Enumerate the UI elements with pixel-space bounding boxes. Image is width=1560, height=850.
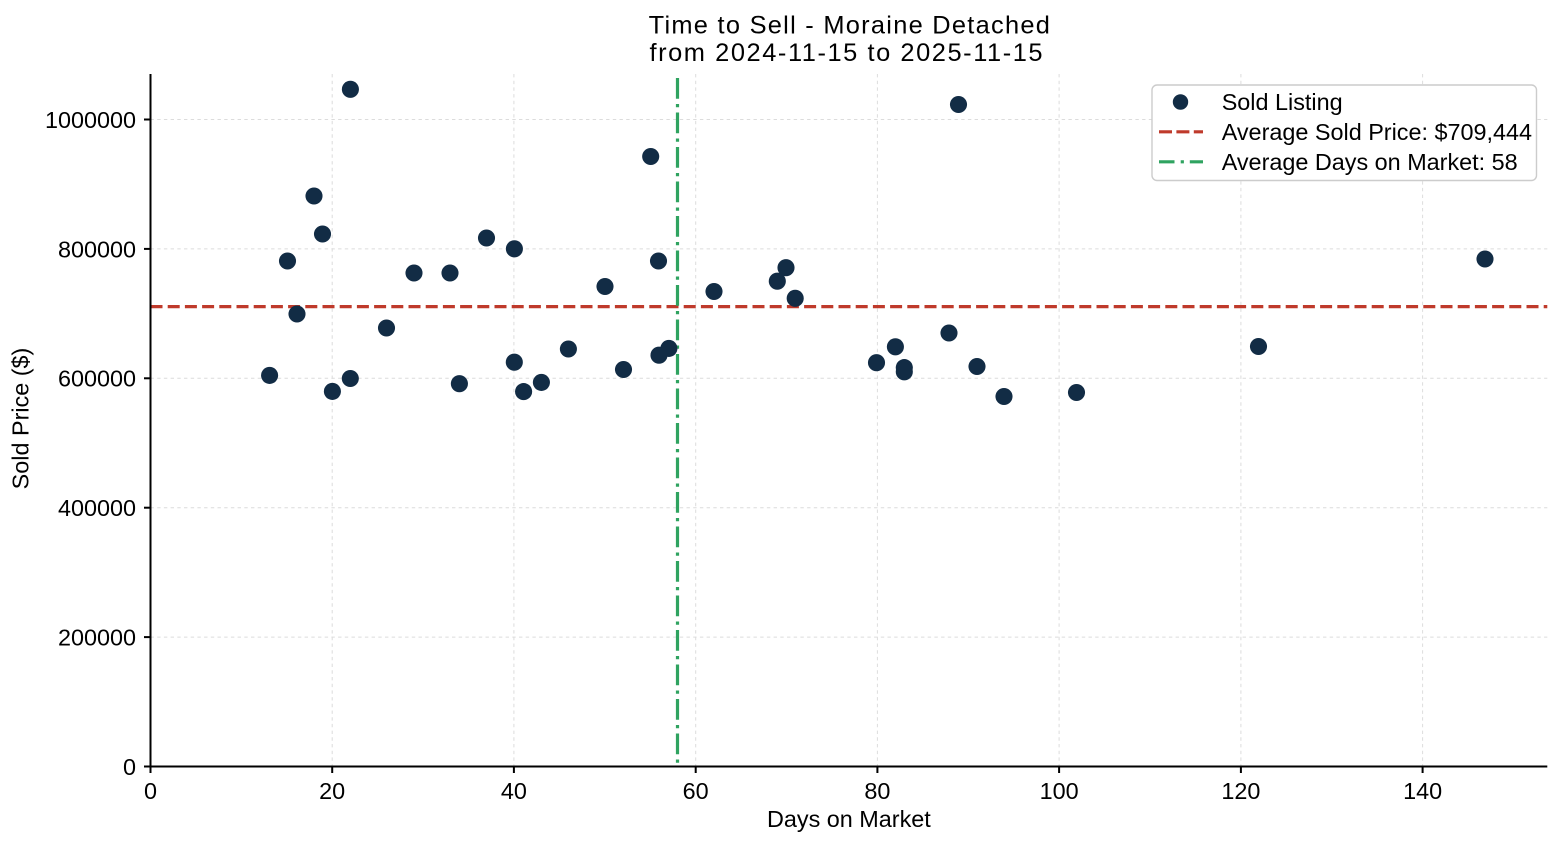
svg-text:40: 40 xyxy=(501,778,527,804)
svg-text:Average Days on Market: 58: Average Days on Market: 58 xyxy=(1222,149,1518,175)
svg-text:400000: 400000 xyxy=(58,495,136,521)
svg-text:1000000: 1000000 xyxy=(45,107,136,133)
svg-text:0: 0 xyxy=(144,778,157,804)
svg-text:from 2024-11-15 to 2025-11-15: from 2024-11-15 to 2025-11-15 xyxy=(649,39,1044,67)
svg-text:Sold Listing: Sold Listing xyxy=(1222,89,1343,115)
svg-text:140: 140 xyxy=(1403,778,1442,804)
svg-text:Time to Sell - Moraine Detache: Time to Sell - Moraine Detached xyxy=(649,12,1052,40)
svg-text:100: 100 xyxy=(1040,778,1079,804)
svg-text:0: 0 xyxy=(123,754,136,780)
svg-text:120: 120 xyxy=(1221,778,1260,804)
svg-text:Sold Price ($): Sold Price ($) xyxy=(8,348,34,490)
svg-text:800000: 800000 xyxy=(58,236,136,262)
svg-text:80: 80 xyxy=(864,778,890,804)
svg-text:20: 20 xyxy=(319,778,345,804)
svg-text:200000: 200000 xyxy=(58,625,136,651)
svg-text:60: 60 xyxy=(683,778,709,804)
svg-text:Days on Market: Days on Market xyxy=(767,806,931,832)
svg-text:600000: 600000 xyxy=(58,366,136,392)
svg-text:Average Sold Price: $709,444: Average Sold Price: $709,444 xyxy=(1222,119,1532,145)
